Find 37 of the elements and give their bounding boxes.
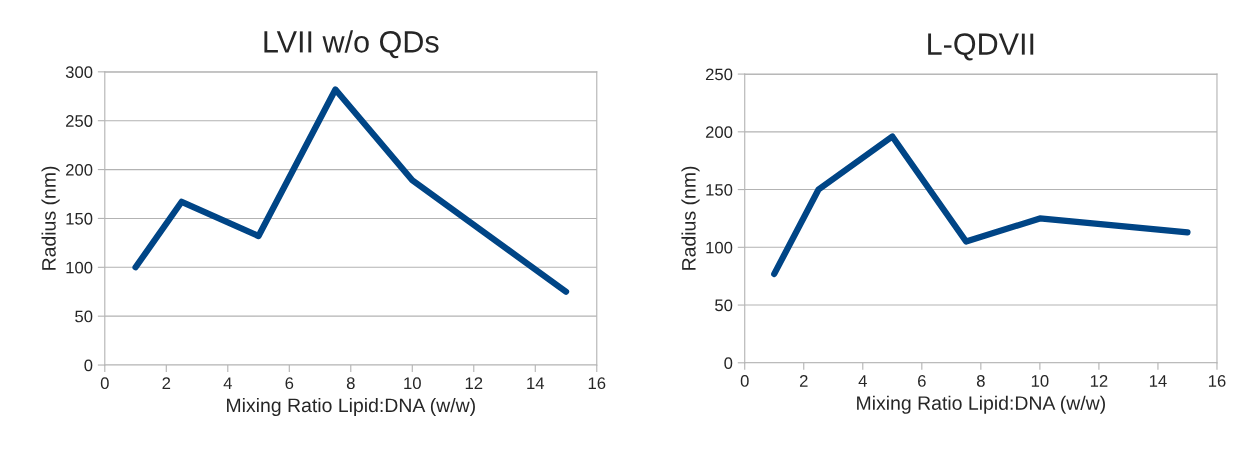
y-tick-label: 100: [66, 261, 93, 274]
chart-title: L-QDVII: [928, 33, 1034, 61]
y-tick-label: 250: [705, 68, 733, 81]
y-tick-label: 200: [705, 126, 733, 139]
x-tick-label: 6: [285, 377, 294, 390]
x-tick-label: 4: [223, 377, 232, 389]
x-tick-label: 10: [404, 377, 421, 390]
x-tick-label: 2: [162, 377, 171, 389]
y-tick-label: 0: [724, 357, 733, 369]
x-tick-label: 14: [527, 377, 545, 389]
y-tick-label: 100: [706, 241, 733, 254]
x-tick-label: 8: [976, 375, 985, 387]
x-tick-label: 8: [346, 377, 355, 390]
y-tick-label: 150: [706, 183, 733, 196]
x-tick-label: 14: [1149, 375, 1167, 387]
x-tick-label: 12: [465, 377, 483, 389]
x-axis-title: Mixing Ratio Lipid:DNA (w/w): [857, 395, 1105, 414]
y-tick-label: 0: [84, 359, 93, 372]
x-tick-label: 2: [799, 375, 808, 387]
x-axis-title: Mixing Ratio Lipid:DNA (w/w): [227, 397, 475, 417]
y-axis-title: Radius (nm): [41, 166, 60, 270]
x-tick-label: 16: [588, 377, 606, 390]
x-tick-label: 12: [1090, 375, 1108, 387]
x-tick-label: 16: [1208, 375, 1226, 387]
y-axis-title: Radius (nm): [681, 166, 700, 270]
y-tick-label: 300: [65, 66, 93, 79]
x-tick-label: 0: [740, 375, 749, 387]
y-tick-label: 50: [715, 299, 733, 312]
chart-title: LVII w/o QDs: [264, 30, 439, 59]
y-tick-label: 200: [66, 163, 93, 176]
x-tick-label: 10: [1031, 375, 1049, 387]
x-tick-label: 6: [918, 375, 926, 387]
x-tick-label: 4: [858, 375, 867, 387]
y-tick-label: 250: [66, 115, 93, 127]
y-tick-label: 150: [66, 212, 93, 225]
y-tick-label: 50: [75, 310, 93, 323]
x-tick-label: 0: [100, 377, 109, 390]
